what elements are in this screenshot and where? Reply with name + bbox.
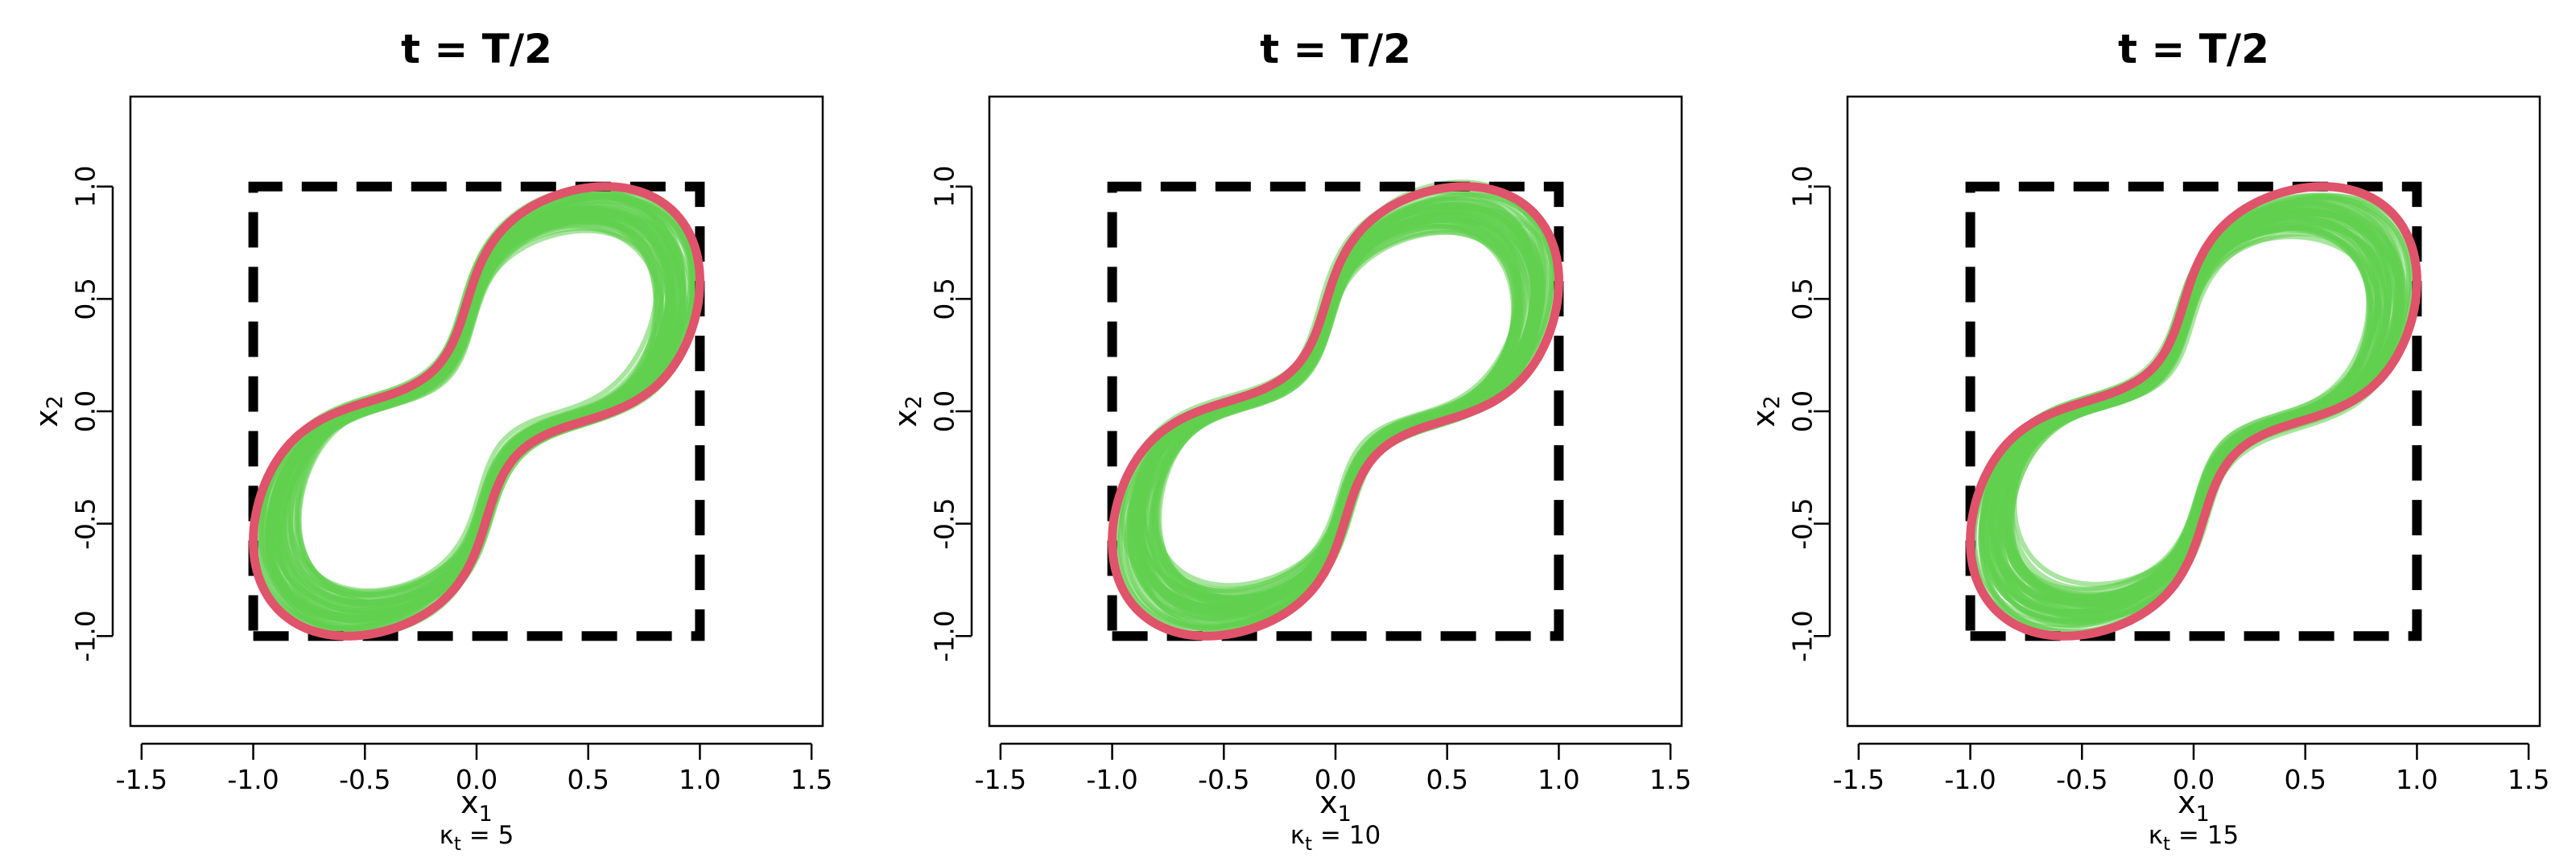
x-tick-label: 1.0 — [679, 764, 720, 795]
x-tick-label: 1.5 — [791, 764, 832, 795]
x-tick-label: 1.0 — [2396, 764, 2438, 795]
x-axis: -1.5 -1.0 -0.5 0.0 0.5 1.0 1.5 — [975, 742, 1691, 795]
y-tick-label: 0.0 — [929, 390, 960, 432]
y-axis: -1.0 -0.5 0.0 0.5 1.0 — [70, 165, 114, 662]
panel-2: t = T/2 -1.5 -1.0 -0.5 0.0 0.5 1.0 1.5 -1.0 -0.5 0… — [888, 26, 1691, 855]
plot-frame — [988, 95, 1683, 728]
y-tick-label: 1.0 — [70, 165, 101, 207]
y-axis-label: x2 — [1746, 395, 1785, 427]
x-tick-label: -1.5 — [116, 764, 167, 795]
y-axis-label: x2 — [29, 395, 68, 427]
red-curve — [249, 182, 704, 641]
y-tick-label: -0.5 — [70, 497, 101, 549]
x-tick-label: -1.5 — [1833, 764, 1885, 795]
red-curve — [1966, 182, 2421, 641]
x-tick-label: 1.5 — [1649, 764, 1691, 795]
y-tick-label: 1.0 — [929, 165, 960, 207]
y-tick-label: 0.0 — [1787, 390, 1818, 432]
y-axis-label: x2 — [888, 395, 927, 427]
dashed-square — [1107, 181, 1564, 641]
x-tick-label: -0.5 — [339, 764, 390, 795]
y-tick-label: 0.5 — [1787, 278, 1818, 320]
x-tick-label: 0.5 — [2284, 764, 2326, 795]
y-tick-label: 0.0 — [70, 390, 101, 432]
x-axis-label: x1 — [2178, 785, 2210, 827]
panel-title: t = T/2 — [401, 26, 552, 72]
panel-title: t = T/2 — [2118, 26, 2269, 72]
kappa-caption: κt = 15 — [2149, 821, 2239, 855]
y-tick-label: 1.0 — [1787, 165, 1818, 207]
y-tick-label: -1.0 — [1787, 610, 1818, 662]
dashed-square — [1965, 181, 2422, 641]
y-tick-label: 0.5 — [70, 278, 101, 320]
x-tick-label: 0.0 — [1315, 764, 1356, 795]
y-tick-label: -0.5 — [1787, 497, 1818, 549]
x-tick-label: 1.0 — [1538, 764, 1579, 795]
plot-area — [1965, 181, 2422, 641]
panel-title: t = T/2 — [1260, 26, 1411, 72]
x-tick-label: -1.0 — [1086, 764, 1137, 795]
x-tick-label: -1.0 — [1944, 764, 1996, 795]
kappa-caption: κt = 10 — [1290, 821, 1381, 855]
x-tick-label: 0.0 — [2173, 764, 2215, 795]
green-curve-50 — [1150, 215, 1520, 594]
x-axis: -1.5 -1.0 -0.5 0.0 0.5 1.0 1.5 — [116, 742, 832, 795]
x-tick-label: -0.5 — [1198, 764, 1249, 795]
plot-area — [1107, 179, 1564, 641]
plot-frame — [1846, 95, 2541, 728]
x-axis-label: x1 — [460, 785, 493, 827]
y-axis: -1.0 -0.5 0.0 0.5 1.0 — [1787, 165, 1831, 662]
red-curve — [1108, 182, 1563, 641]
panel-3: t = T/2 -1.5 -1.0 -0.5 0.0 0.5 1.0 1.5 -1.0 -0.5 0… — [1746, 26, 2549, 855]
x-tick-label: -1.5 — [975, 764, 1026, 795]
y-tick-label: 0.5 — [929, 278, 960, 320]
x-tick-label: -0.5 — [2056, 764, 2107, 795]
y-axis: -1.0 -0.5 0.0 0.5 1.0 — [929, 165, 973, 662]
y-tick-label: -1.0 — [929, 610, 960, 662]
plot-frame — [129, 95, 824, 728]
x-tick-label: 0.0 — [456, 764, 497, 795]
panel-1: t = T/2 -1.5 -1.0 -0.5 0.0 0.5 1.0 1.5 -1.0 -0.5 0… — [29, 26, 832, 855]
x-tick-label: 0.5 — [567, 764, 609, 795]
x-axis: -1.5 -1.0 -0.5 0.0 0.5 1.0 1.5 — [1833, 742, 2549, 795]
plot-area — [248, 181, 705, 641]
x-tick-label: 0.5 — [1426, 764, 1468, 795]
x-axis-label: x1 — [1319, 785, 1352, 827]
dashed-square — [248, 181, 705, 641]
y-tick-label: -1.0 — [70, 610, 101, 662]
kappa-caption: κt = 5 — [440, 821, 514, 855]
y-tick-label: -0.5 — [929, 497, 960, 549]
x-tick-label: -1.0 — [227, 764, 279, 795]
green-curve-50 — [282, 216, 675, 606]
x-tick-label: 1.5 — [2508, 764, 2549, 795]
